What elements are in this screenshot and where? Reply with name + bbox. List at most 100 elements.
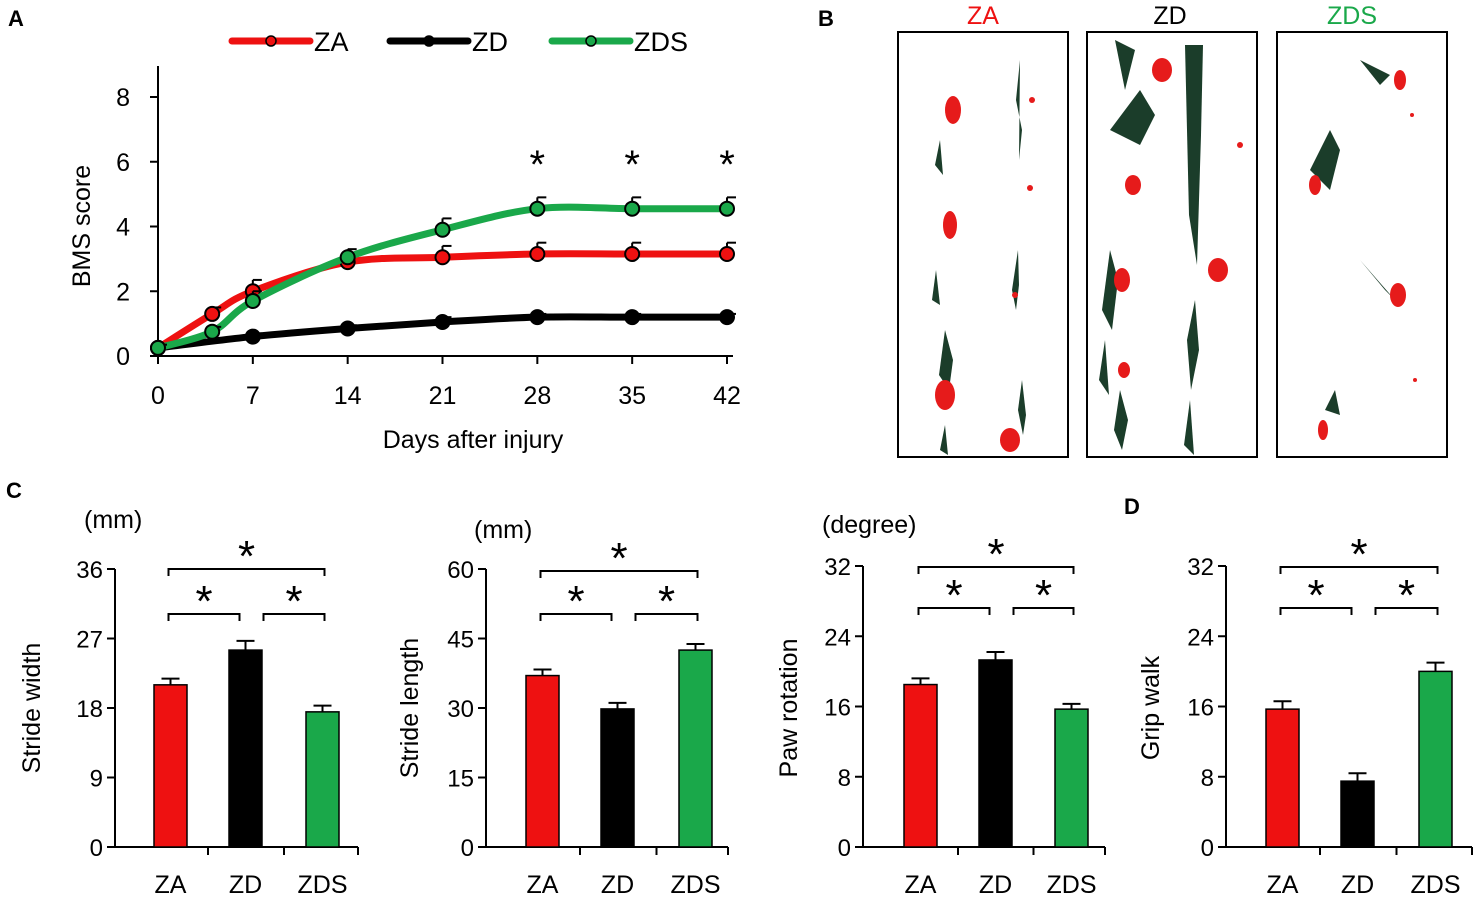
significance-star: * xyxy=(530,143,546,187)
bar-zd xyxy=(228,649,263,848)
data-point-zds xyxy=(434,221,451,238)
x-tick-label: 7 xyxy=(246,382,260,410)
legend-marker-zds xyxy=(585,35,597,47)
panel-label-a: A xyxy=(8,6,24,31)
y-tick-label: 0 xyxy=(90,835,103,862)
y-tick-label: 27 xyxy=(76,627,103,654)
x-tick-label: ZA xyxy=(905,871,937,898)
stride-width-chart: 0 9 18 27 36 Stride width (mm) ZA ZD ZDS * * * xyxy=(18,506,359,898)
x-tick-label: ZD xyxy=(601,871,634,898)
data-point-zds xyxy=(719,200,735,217)
significance-bracket-outer xyxy=(539,570,699,578)
data-point-za xyxy=(204,305,221,322)
y-tick-label: 8 xyxy=(116,84,130,112)
bar-za xyxy=(153,684,188,848)
y-tick-label: 0 xyxy=(116,343,130,371)
data-point-zds xyxy=(150,339,166,356)
y-tick-label: 30 xyxy=(447,696,474,723)
data-point-zd xyxy=(434,314,451,331)
y-axis-label: BMS score xyxy=(68,165,96,287)
data-point-zd xyxy=(244,328,261,345)
panel-label-c: C xyxy=(6,478,22,503)
x-tick-label: ZDS xyxy=(1411,871,1461,898)
y-tick-label: 32 xyxy=(824,554,851,581)
x-tick-label: ZDS xyxy=(1047,871,1097,898)
unit-label: (mm) xyxy=(84,506,142,534)
data-point-za xyxy=(624,246,641,263)
significance-star: * xyxy=(1350,530,1367,579)
footprint-marks-za xyxy=(932,60,1035,455)
y-tick-label: 60 xyxy=(447,557,474,584)
significance-star: * xyxy=(285,577,302,626)
significance-bracket-right xyxy=(634,613,699,621)
footprint-label-zds: ZDS xyxy=(1327,2,1377,30)
footprint-marks-zds xyxy=(1309,60,1417,440)
bar-zd xyxy=(978,659,1013,848)
x-tick-label: ZDS xyxy=(671,871,721,898)
y-tick-label: 36 xyxy=(76,557,103,584)
x-tick-label: ZA xyxy=(527,871,559,898)
data-point-za xyxy=(719,246,735,263)
x-tick-label: 14 xyxy=(334,382,362,410)
x-tick-label: ZDS xyxy=(298,871,348,898)
y-axis-label: Stride width xyxy=(18,643,46,774)
paw-rotation-chart: 0 8 16 24 32 Paw rotation (degree) ZA ZD ZDS * * * xyxy=(775,511,1106,898)
y-tick-label: 16 xyxy=(1187,695,1214,722)
x-tick-label: 35 xyxy=(618,382,646,410)
y-tick-label: 4 xyxy=(116,214,130,242)
y-tick-label: 8 xyxy=(1201,765,1214,792)
y-tick-label: 2 xyxy=(116,278,130,306)
y-tick-label: 0 xyxy=(1201,835,1214,862)
data-point-zds xyxy=(339,249,356,266)
y-axis-label: Paw rotation xyxy=(775,639,803,778)
y-tick-label: 9 xyxy=(90,766,103,793)
bar-zds xyxy=(305,711,340,848)
data-point-zd xyxy=(529,309,546,326)
significance-star: * xyxy=(624,143,640,187)
significance-bracket-right xyxy=(1374,607,1439,615)
significance-bracket-left xyxy=(1279,607,1353,615)
panel-label-b: B xyxy=(818,6,834,31)
significance-star: * xyxy=(567,577,584,626)
bar-zds xyxy=(1418,670,1453,848)
significance-bracket-right xyxy=(262,613,326,621)
x-tick-label: 0 xyxy=(151,382,165,410)
bar-zd xyxy=(1340,780,1375,848)
unit-label: (mm) xyxy=(474,516,532,544)
x-axis-label: Days after injury xyxy=(383,426,564,454)
x-tick-label: 28 xyxy=(523,382,551,410)
significance-bracket-outer xyxy=(917,566,1075,574)
x-tick-label: ZD xyxy=(979,871,1012,898)
legend-marker-zd xyxy=(423,35,435,47)
legend-label-zd: ZD xyxy=(472,27,508,57)
significance-star: * xyxy=(238,532,255,581)
bar-za xyxy=(903,683,938,848)
y-tick-label: 6 xyxy=(116,149,130,177)
y-tick-label: 15 xyxy=(447,766,474,793)
significance-star: * xyxy=(658,577,675,626)
data-point-za xyxy=(529,246,546,263)
footprint-frame-za xyxy=(897,31,1069,458)
data-point-zds xyxy=(204,323,221,340)
significance-bracket-left xyxy=(539,613,613,621)
data-point-zds xyxy=(244,292,261,309)
x-tick-label: ZA xyxy=(155,871,187,898)
data-point-zd xyxy=(339,320,356,337)
footprint-panel: ZA ZD ZDS xyxy=(897,2,1448,458)
x-tick-label: ZD xyxy=(229,871,262,898)
y-tick-label: 24 xyxy=(824,624,851,651)
legend-label-za: ZA xyxy=(314,27,349,57)
y-axis-label: Stride length xyxy=(396,638,424,778)
y-tick-label: 24 xyxy=(1187,624,1214,651)
footprint-frame-zd xyxy=(1086,31,1258,458)
bar-za xyxy=(525,674,560,848)
data-point-zds xyxy=(529,200,546,217)
footprint-label-zd: ZD xyxy=(1153,2,1186,30)
data-point-zd xyxy=(624,309,641,326)
legend-marker-za xyxy=(265,35,277,47)
footprint-marks-zd xyxy=(1099,40,1243,455)
x-tick-label: 42 xyxy=(713,382,741,410)
significance-bracket-left xyxy=(917,607,991,615)
legend-label-zds: ZDS xyxy=(634,27,688,57)
